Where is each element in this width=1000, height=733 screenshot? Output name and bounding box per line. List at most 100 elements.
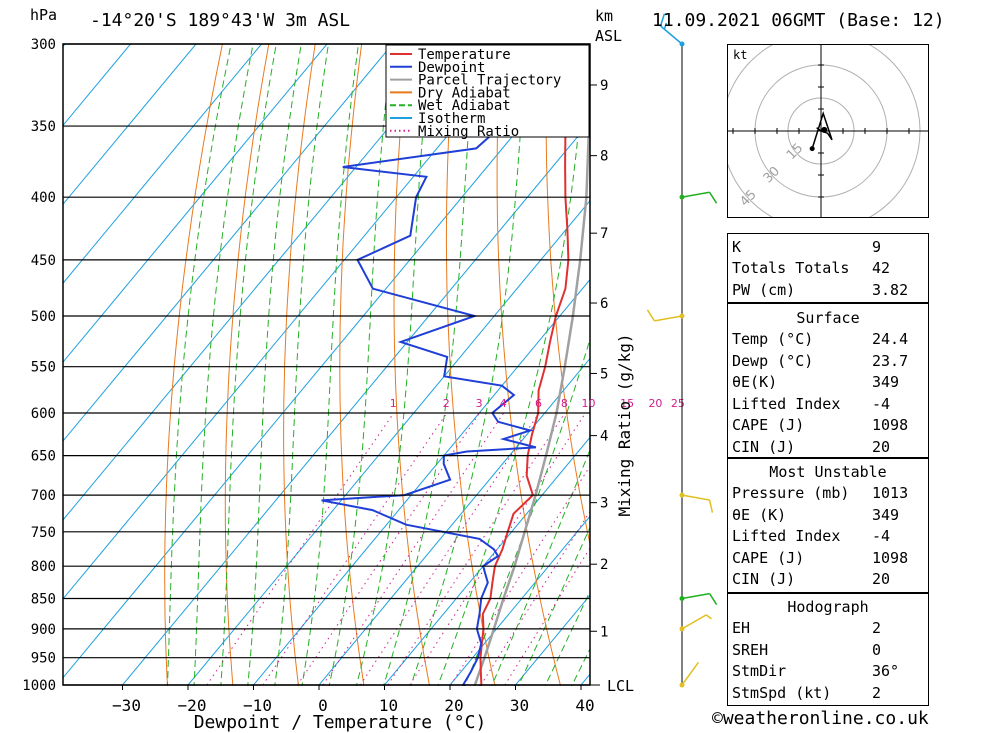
hodo-row: StmSpd (kt) 2	[732, 683, 882, 702]
legend-label: Wet Adiabat	[418, 98, 511, 114]
surface-table: Surface Temp (°C) 24.4 Dewp (°C) 23.7 θE(K…	[728, 307, 928, 458]
wind-barb	[659, 13, 683, 45]
wind-level-dot	[679, 626, 685, 632]
mu-row: CIN (J) 20	[732, 570, 891, 589]
hodograph-unit: kt	[733, 48, 748, 62]
height-tick-label: 5	[600, 366, 608, 382]
plot-frame	[62, 43, 591, 686]
wind-barb-flag	[659, 13, 666, 27]
mixing-axis-label: Mixing Ratio (g/kg)	[615, 333, 634, 516]
isotherm-line	[63, 44, 394, 442]
mixing-ratio-label: 20	[648, 397, 662, 410]
pressure-tick-label: 950	[31, 651, 56, 667]
hodograph-indices-table: Hodograph EH 2 SREH 0 StmDir 36° StmSpd (kt…	[728, 596, 928, 704]
isotherm-line	[448, 515, 590, 686]
surface-row: Lifted Index -4	[732, 394, 891, 413]
mixing-ratio-label: 8	[561, 397, 568, 410]
legend-label: Dry Adiabat	[418, 85, 511, 101]
wet-adiabat-line	[328, 44, 393, 686]
legend-label: Temperature	[418, 47, 511, 63]
surface-row: Temp (°C) 24.4	[732, 330, 909, 349]
hodo-row: SREH 0	[732, 640, 882, 659]
dry-adiabat-line	[496, 44, 562, 686]
dry-adiabat-line	[339, 44, 365, 686]
wet-adiabat-line	[166, 44, 232, 686]
mixing-ratio-label: 15	[620, 397, 634, 410]
mixing-ratio-label: 1	[390, 397, 397, 410]
isotherm-line	[63, 44, 197, 206]
x-tick-label: 10	[379, 696, 398, 715]
mixing-ratio-line	[322, 412, 505, 686]
isotherm-line	[63, 44, 132, 127]
mixing-ratio-label: 2	[443, 397, 450, 410]
mu-row: Pressure (mb) 1013	[732, 484, 909, 503]
height-tick-label: 9	[600, 78, 608, 94]
pressure-tick-label: 400	[31, 190, 56, 206]
wind-barb-flag	[646, 309, 656, 322]
wet-adiabat-line	[247, 44, 302, 686]
wet-adiabat-line	[301, 44, 360, 686]
most-unstable-box: Most Unstable Pressure (mb) 1013 θE (K) 34…	[727, 457, 929, 594]
hodograph-ring-label: 15	[784, 141, 806, 163]
pressure-tick-label: 450	[31, 253, 56, 269]
mixing-ratio-label: 10	[581, 397, 595, 410]
hodograph-title: Hodograph	[787, 597, 869, 616]
height-unit-label-asl: ASL	[595, 27, 622, 45]
hodograph-panel: kt 15 30 45	[727, 44, 929, 218]
surface-title: Surface	[796, 308, 860, 327]
x-axis-label: Dewpoint / Temperature (°C)	[194, 712, 487, 733]
credit-link[interactable]: ©weatheronline.co.uk	[712, 708, 929, 729]
pressure-tick-label: 500	[31, 309, 56, 325]
hodo-row: StmDir 36°	[732, 662, 900, 681]
dry-adiabat-line	[164, 44, 223, 686]
wet-adiabat-line	[410, 44, 528, 686]
temperature-line	[478, 44, 577, 686]
wind-barb-staff	[681, 191, 710, 198]
dry-adiabat-line	[545, 44, 590, 547]
dry-adiabat-line	[224, 44, 270, 686]
wind-barb	[681, 494, 714, 513]
isotherm-line	[63, 44, 328, 363]
wind-level-dot	[679, 41, 685, 47]
x-tick-label: 30	[510, 696, 529, 715]
isotherm-line	[186, 199, 590, 686]
wet-adiabat-line	[383, 44, 476, 686]
pressure-tick-label: 850	[31, 591, 56, 607]
wind-barb-flag	[708, 593, 718, 605]
pressure-tick-label: 650	[31, 449, 56, 465]
height-tick-label: 4	[600, 429, 608, 445]
pressure-tick-label: 350	[31, 119, 56, 135]
pressure-tick-label: 900	[31, 622, 56, 638]
x-tick-label: −20	[178, 696, 207, 715]
x-tick-label: −10	[243, 696, 272, 715]
pressure-tick-label: 800	[31, 559, 56, 575]
wind-level-dot	[679, 492, 685, 498]
wind-barb	[646, 309, 683, 322]
mu-row: CAPE (J) 1098	[732, 548, 909, 567]
hodograph-indices-box: Hodograph EH 2 SREH 0 StmDir 36° StmSpd (kt…	[727, 592, 929, 706]
wind-barb-staff	[681, 494, 710, 501]
mixing-ratio-label: 3	[476, 397, 483, 410]
surface-row: θE(K) 349	[732, 373, 900, 392]
wind-level-dot	[679, 194, 685, 200]
wind-barb	[681, 191, 718, 204]
dry-adiabat-line	[393, 44, 431, 686]
height-tick-label: 1	[600, 624, 608, 640]
mixing-ratio-line	[387, 412, 566, 686]
wind-barb-staff	[681, 661, 700, 686]
wet-adiabat-line	[274, 44, 330, 686]
x-tick-label: 40	[575, 696, 594, 715]
height-tick-label: 3	[600, 496, 608, 512]
dry-adiabat-line	[283, 44, 316, 686]
pressure-tick-label: 700	[31, 488, 56, 504]
height-tick-label: 2	[600, 557, 608, 573]
legend-label: Parcel Trajectory	[418, 73, 561, 89]
legend-label: Mixing Ratio	[418, 124, 519, 140]
index-row-tt: Totals Totals 42	[732, 259, 891, 278]
wet-adiabat-line	[437, 44, 587, 686]
mixing-ratio-line	[297, 412, 481, 686]
